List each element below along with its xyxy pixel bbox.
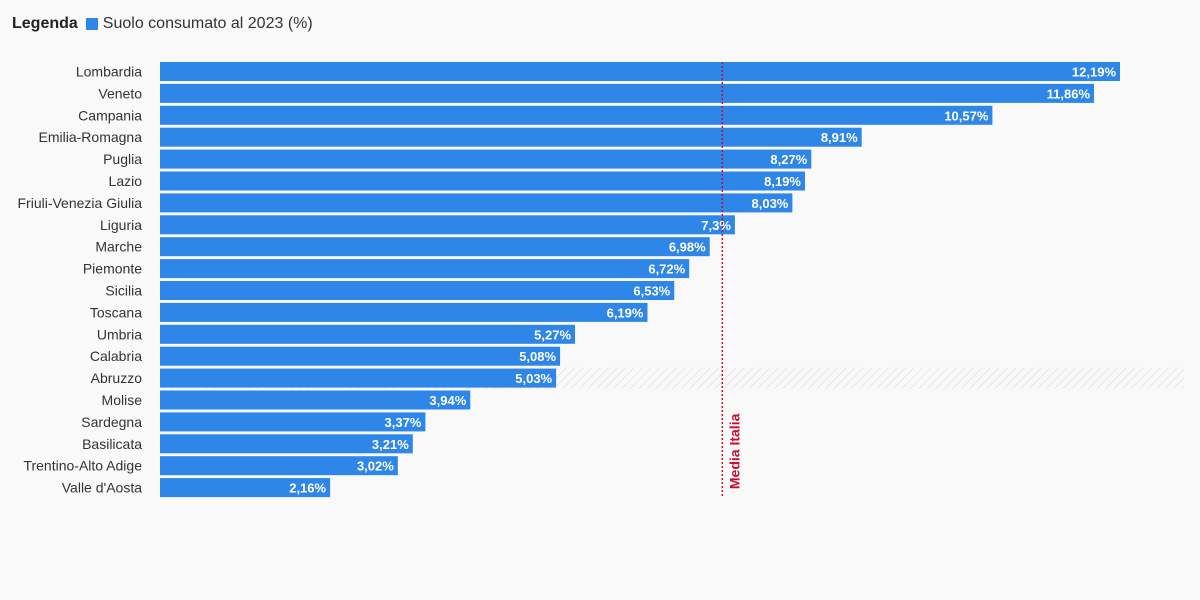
- bar: [160, 302, 648, 322]
- bar: [160, 412, 426, 432]
- bar: [160, 281, 675, 300]
- bar: [160, 237, 710, 257]
- value-label: 6,98%: [669, 240, 706, 255]
- bar: [160, 324, 576, 344]
- category-label: Lombardia: [76, 64, 142, 80]
- category-label: Abruzzo: [91, 370, 143, 386]
- bar: [160, 478, 331, 498]
- category-label: Liguria: [100, 217, 142, 233]
- value-label: 12,19%: [1072, 65, 1117, 80]
- bar: [160, 193, 793, 213]
- value-label: 6,19%: [607, 305, 644, 320]
- value-label: 3,02%: [357, 459, 394, 474]
- value-label: 8,27%: [770, 152, 807, 167]
- bar: [160, 368, 557, 388]
- category-label: Campania: [78, 107, 142, 123]
- value-label: 3,21%: [372, 437, 409, 452]
- value-label: 5,27%: [534, 327, 571, 342]
- value-label: 8,19%: [764, 174, 801, 189]
- value-label: 8,03%: [752, 196, 789, 211]
- legend-item: Suolo consumato al 2023 (%): [85, 15, 313, 33]
- bar: [160, 456, 398, 476]
- legend-swatch-icon: [85, 18, 98, 30]
- bar: [160, 434, 413, 454]
- category-label: Umbria: [97, 326, 142, 342]
- reference-line-label: Media Italia: [726, 413, 742, 489]
- value-label: 5,03%: [515, 371, 552, 386]
- bar: [160, 127, 862, 147]
- bar: [160, 149, 812, 169]
- value-label: 2,16%: [289, 481, 326, 496]
- category-label: Piemonte: [83, 261, 142, 277]
- value-label: 8,91%: [821, 130, 858, 145]
- bar: [160, 215, 735, 235]
- legend: Legenda Suolo consumato al 2023 (%): [12, 13, 313, 35]
- category-label: Basilicata: [82, 436, 142, 452]
- category-label: Sicilia: [105, 283, 142, 299]
- category-label: Veneto: [98, 85, 142, 101]
- value-label: 6,72%: [648, 262, 685, 277]
- category-label: Calabria: [90, 348, 142, 364]
- category-label: Emilia-Romagna: [39, 129, 143, 145]
- legend-item-label: Suolo consumato al 2023 (%): [102, 15, 313, 32]
- bar: [160, 390, 471, 410]
- category-label: Marche: [95, 239, 142, 255]
- category-label: Toscana: [90, 304, 142, 320]
- bar: [160, 62, 1120, 81]
- category-label: Trentino-Alto Adige: [23, 458, 142, 474]
- category-label: Puglia: [103, 151, 142, 167]
- category-label: Sardegna: [81, 414, 142, 430]
- category-label: Friuli-Venezia Giulia: [18, 195, 143, 211]
- value-label: 6,53%: [633, 284, 670, 299]
- value-label: 5,08%: [519, 349, 556, 364]
- value-label: 10,57%: [944, 108, 989, 123]
- value-label: 11,86%: [1047, 86, 1091, 101]
- category-label: Molise: [102, 392, 143, 408]
- legend-title: Legenda: [12, 15, 78, 32]
- bar: [160, 346, 561, 366]
- category-label: Lazio: [109, 173, 143, 189]
- bar: [160, 171, 805, 191]
- bar: [160, 105, 993, 125]
- value-label: 7,3%: [701, 218, 731, 233]
- bar: [160, 259, 690, 279]
- value-label: 3,94%: [429, 393, 466, 408]
- category-label: Valle d'Aosta: [62, 480, 142, 496]
- bar: [160, 83, 1095, 103]
- value-label: 3,37%: [385, 415, 422, 430]
